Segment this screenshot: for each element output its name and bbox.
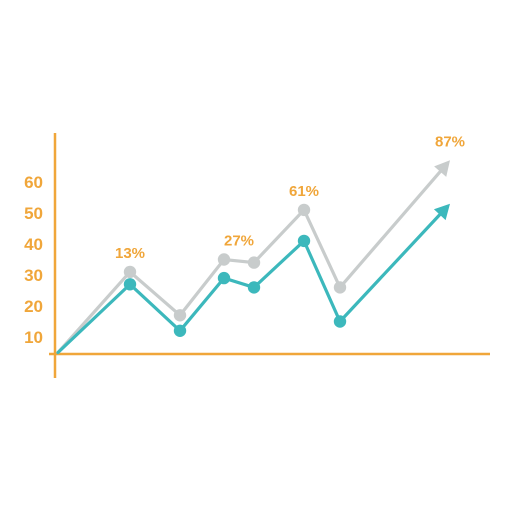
data-point [217, 271, 231, 285]
percent-annotation: 87% [435, 133, 465, 150]
percent-annotation: 61% [289, 183, 319, 200]
y-tick-label: 50 [24, 204, 43, 223]
series-lines [56, 160, 450, 355]
series-0 [56, 160, 450, 355]
y-tick-label: 30 [24, 266, 43, 285]
axes [49, 133, 490, 378]
y-tick-labels: 10 20 30 40 50 60 [24, 173, 43, 347]
series-line [56, 211, 443, 355]
percent-annotation: 27% [224, 233, 254, 250]
data-point [333, 281, 347, 294]
y-tick-label: 20 [24, 297, 43, 316]
y-tick-label: 40 [24, 235, 43, 254]
series-line [56, 168, 444, 355]
y-tick-label: 60 [24, 173, 43, 192]
annotations: 13% 27% 61% 87% [115, 133, 465, 262]
percent-annotation: 13% [115, 245, 145, 262]
arrowhead-icon [433, 203, 450, 221]
data-point [173, 324, 187, 337]
data-point [123, 278, 137, 291]
data-point [297, 203, 311, 217]
data-point [247, 281, 261, 294]
arrowhead-icon [434, 160, 450, 177]
data-point [217, 253, 231, 266]
data-point [173, 309, 187, 322]
data-point [123, 265, 137, 279]
data-point [297, 234, 311, 248]
series-1 [56, 203, 450, 355]
data-point [333, 315, 347, 328]
y-tick-label: 10 [24, 328, 43, 347]
data-point [247, 256, 261, 269]
